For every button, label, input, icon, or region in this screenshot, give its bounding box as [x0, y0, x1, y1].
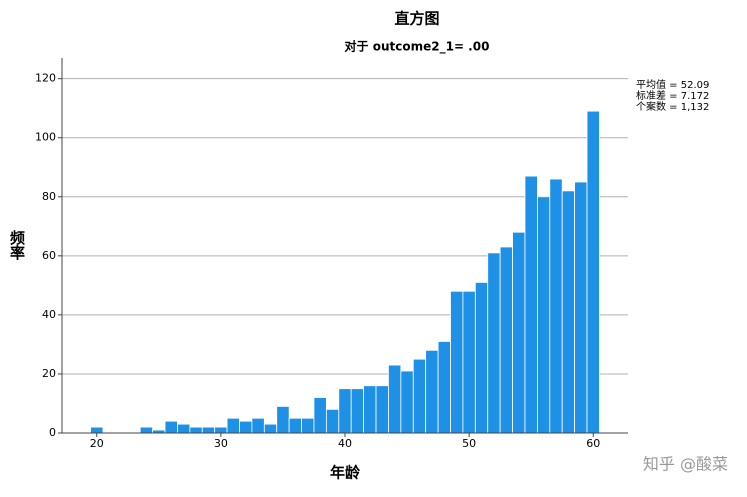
bar: [201, 426, 216, 434]
bar: [512, 231, 526, 434]
stat-text: 个案数 = 1,132: [636, 100, 709, 113]
bar: [301, 417, 315, 434]
bar: [375, 385, 389, 434]
bar: [239, 420, 253, 434]
y-tick-label: 80: [42, 190, 56, 203]
y-axis-label: 频率: [8, 229, 26, 261]
bar: [400, 370, 414, 434]
bar: [425, 349, 439, 434]
bar: [363, 385, 377, 434]
watermark: 知乎 @酸菜: [643, 455, 728, 474]
bar: [325, 408, 340, 434]
y-tick-label: 20: [42, 367, 56, 380]
bar: [164, 420, 178, 434]
y-tick-label: 120: [35, 72, 56, 85]
bar: [586, 110, 600, 434]
bar: [487, 252, 501, 434]
bar: [338, 388, 352, 434]
bar: [313, 397, 327, 434]
stat-text: 平均值 = 52.09: [636, 78, 709, 91]
bar: [474, 282, 489, 434]
bar: [561, 190, 576, 434]
bar: [536, 196, 551, 434]
x-tick-label: 50: [462, 437, 476, 450]
bar: [350, 388, 365, 434]
bar: [412, 358, 427, 434]
bar: [288, 417, 302, 434]
bar: [90, 426, 104, 434]
bar: [263, 423, 278, 434]
x-tick-label: 30: [214, 437, 228, 450]
x-axis-label: 年龄: [330, 464, 361, 482]
x-tick-label: 60: [586, 437, 600, 450]
y-tick-label: 0: [49, 426, 56, 439]
stat-text: 标准差 = 7.172: [636, 89, 709, 102]
bar: [462, 290, 476, 434]
bar: [450, 290, 464, 434]
bar: [388, 364, 402, 434]
bar: [139, 426, 154, 434]
bar: [276, 406, 290, 434]
bar: [189, 426, 203, 434]
chart-title: 直方图: [394, 10, 439, 28]
y-tick-label: 40: [42, 308, 56, 321]
bar: [574, 181, 588, 434]
x-tick-label: 20: [90, 437, 104, 450]
bar: [226, 417, 240, 434]
chart-subtitle: 对于 outcome2_1= .00: [345, 39, 490, 55]
bar: [437, 341, 451, 434]
bar: [549, 178, 563, 434]
bar: [177, 423, 191, 434]
y-tick-label: 100: [35, 131, 56, 144]
y-tick-label: 60: [42, 249, 56, 262]
bar: [214, 426, 228, 434]
bar: [524, 175, 538, 434]
bar: [251, 417, 265, 434]
bar: [499, 246, 513, 434]
x-tick-label: 40: [338, 437, 352, 450]
